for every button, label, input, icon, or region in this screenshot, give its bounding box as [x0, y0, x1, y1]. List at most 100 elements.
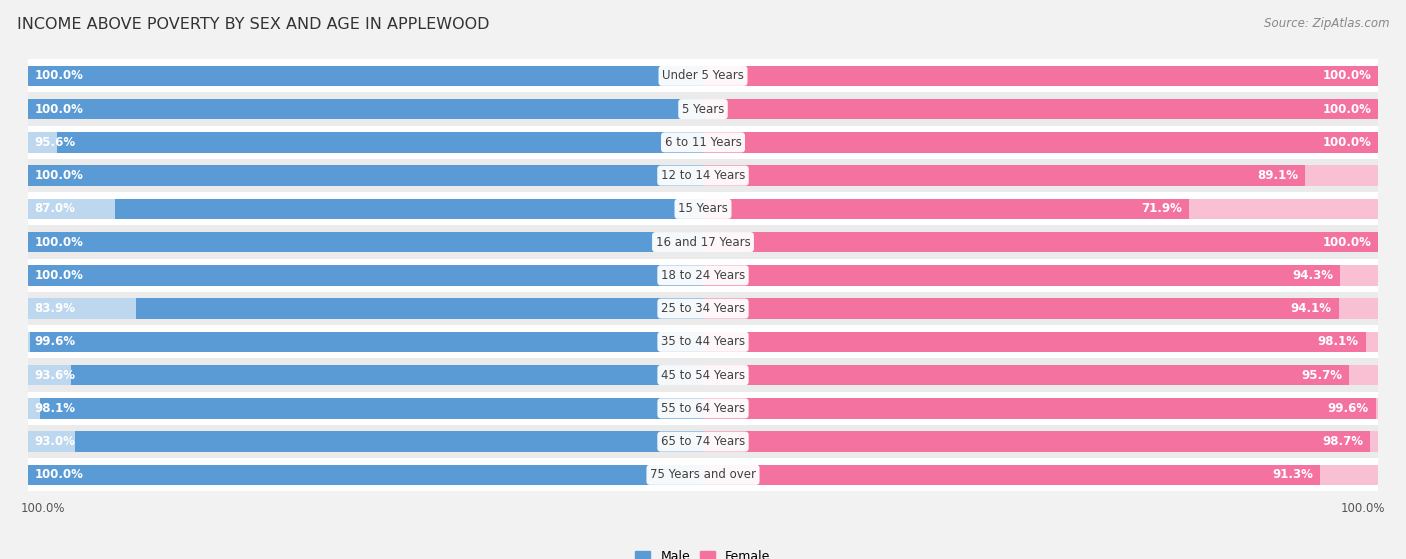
Text: 65 to 74 Years: 65 to 74 Years — [661, 435, 745, 448]
Bar — [703, 299, 1378, 319]
Bar — [703, 331, 1378, 352]
Text: Source: ZipAtlas.com: Source: ZipAtlas.com — [1264, 17, 1389, 30]
Text: 35 to 44 Years: 35 to 44 Years — [661, 335, 745, 348]
Text: 15 Years: 15 Years — [678, 202, 728, 215]
Bar — [703, 132, 1378, 153]
Bar — [28, 92, 1378, 126]
Bar — [28, 358, 1378, 392]
Text: 100.0%: 100.0% — [1323, 235, 1372, 249]
Bar — [703, 299, 1339, 319]
Bar — [703, 465, 1320, 485]
Text: 93.6%: 93.6% — [34, 368, 76, 382]
Bar — [28, 392, 1378, 425]
Bar — [28, 198, 703, 219]
Bar — [28, 99, 703, 120]
Bar — [28, 365, 703, 385]
Text: 100.0%: 100.0% — [1323, 69, 1372, 82]
Bar — [28, 292, 1378, 325]
Text: Under 5 Years: Under 5 Years — [662, 69, 744, 82]
Text: 95.6%: 95.6% — [34, 136, 76, 149]
Bar — [28, 432, 703, 452]
Bar — [703, 465, 1378, 485]
Text: 75 Years and over: 75 Years and over — [650, 468, 756, 481]
Bar — [703, 365, 1350, 385]
Bar — [703, 198, 1188, 219]
Bar — [28, 265, 703, 286]
Bar — [28, 425, 1378, 458]
Bar — [703, 165, 1378, 186]
Bar — [703, 232, 1378, 253]
Text: 100.0%: 100.0% — [1323, 103, 1372, 116]
Bar — [28, 232, 703, 253]
Bar — [703, 198, 1378, 219]
Bar — [703, 331, 1365, 352]
Bar — [28, 259, 1378, 292]
Bar — [28, 126, 1378, 159]
Bar — [703, 432, 1378, 452]
Text: 87.0%: 87.0% — [34, 202, 75, 215]
Text: 99.6%: 99.6% — [34, 335, 76, 348]
Bar — [75, 432, 703, 452]
Text: 99.6%: 99.6% — [1327, 402, 1369, 415]
Text: 25 to 34 Years: 25 to 34 Years — [661, 302, 745, 315]
Text: 18 to 24 Years: 18 to 24 Years — [661, 269, 745, 282]
Bar — [703, 65, 1378, 86]
Bar — [41, 398, 703, 419]
Bar — [703, 99, 1378, 120]
Bar — [28, 99, 703, 120]
Text: 91.3%: 91.3% — [1272, 468, 1313, 481]
Bar — [70, 365, 703, 385]
Text: 71.9%: 71.9% — [1142, 202, 1182, 215]
Bar — [703, 432, 1369, 452]
Bar — [28, 465, 703, 485]
Bar — [28, 299, 703, 319]
Text: 98.1%: 98.1% — [1317, 335, 1358, 348]
Bar — [703, 65, 1378, 86]
Text: 95.7%: 95.7% — [1302, 368, 1343, 382]
Text: 98.7%: 98.7% — [1322, 435, 1362, 448]
Text: 5 Years: 5 Years — [682, 103, 724, 116]
Bar — [28, 159, 1378, 192]
Bar — [28, 165, 703, 186]
Text: 100.0%: 100.0% — [34, 169, 83, 182]
Text: 100.0%: 100.0% — [1323, 136, 1372, 149]
Bar — [703, 365, 1378, 385]
Text: 100.0%: 100.0% — [34, 103, 83, 116]
Bar — [136, 299, 703, 319]
Text: 55 to 64 Years: 55 to 64 Years — [661, 402, 745, 415]
Text: 45 to 54 Years: 45 to 54 Years — [661, 368, 745, 382]
Text: 16 and 17 Years: 16 and 17 Years — [655, 235, 751, 249]
Bar — [28, 265, 703, 286]
Bar — [28, 225, 1378, 259]
Bar — [703, 398, 1378, 419]
Text: 94.1%: 94.1% — [1291, 302, 1331, 315]
Text: INCOME ABOVE POVERTY BY SEX AND AGE IN APPLEWOOD: INCOME ABOVE POVERTY BY SEX AND AGE IN A… — [17, 17, 489, 32]
Bar — [28, 331, 703, 352]
Bar — [28, 398, 703, 419]
Text: 100.0%: 100.0% — [34, 235, 83, 249]
Bar — [703, 99, 1378, 120]
Text: 100.0%: 100.0% — [1341, 502, 1385, 515]
Bar — [703, 265, 1340, 286]
Bar — [28, 65, 703, 86]
Bar — [703, 132, 1378, 153]
Text: 89.1%: 89.1% — [1257, 169, 1298, 182]
Bar — [28, 465, 703, 485]
Text: 94.3%: 94.3% — [1292, 269, 1333, 282]
Bar — [28, 458, 1378, 491]
Legend: Male, Female: Male, Female — [630, 546, 776, 559]
Text: 93.0%: 93.0% — [34, 435, 75, 448]
Bar — [31, 331, 703, 352]
Bar — [115, 198, 703, 219]
Text: 6 to 11 Years: 6 to 11 Years — [665, 136, 741, 149]
Bar — [28, 325, 1378, 358]
Text: 100.0%: 100.0% — [34, 269, 83, 282]
Text: 83.9%: 83.9% — [34, 302, 76, 315]
Text: 12 to 14 Years: 12 to 14 Years — [661, 169, 745, 182]
Bar — [28, 232, 703, 253]
Text: 100.0%: 100.0% — [21, 502, 65, 515]
Text: 100.0%: 100.0% — [34, 69, 83, 82]
Bar — [703, 232, 1378, 253]
Bar — [703, 265, 1378, 286]
Bar — [28, 192, 1378, 225]
